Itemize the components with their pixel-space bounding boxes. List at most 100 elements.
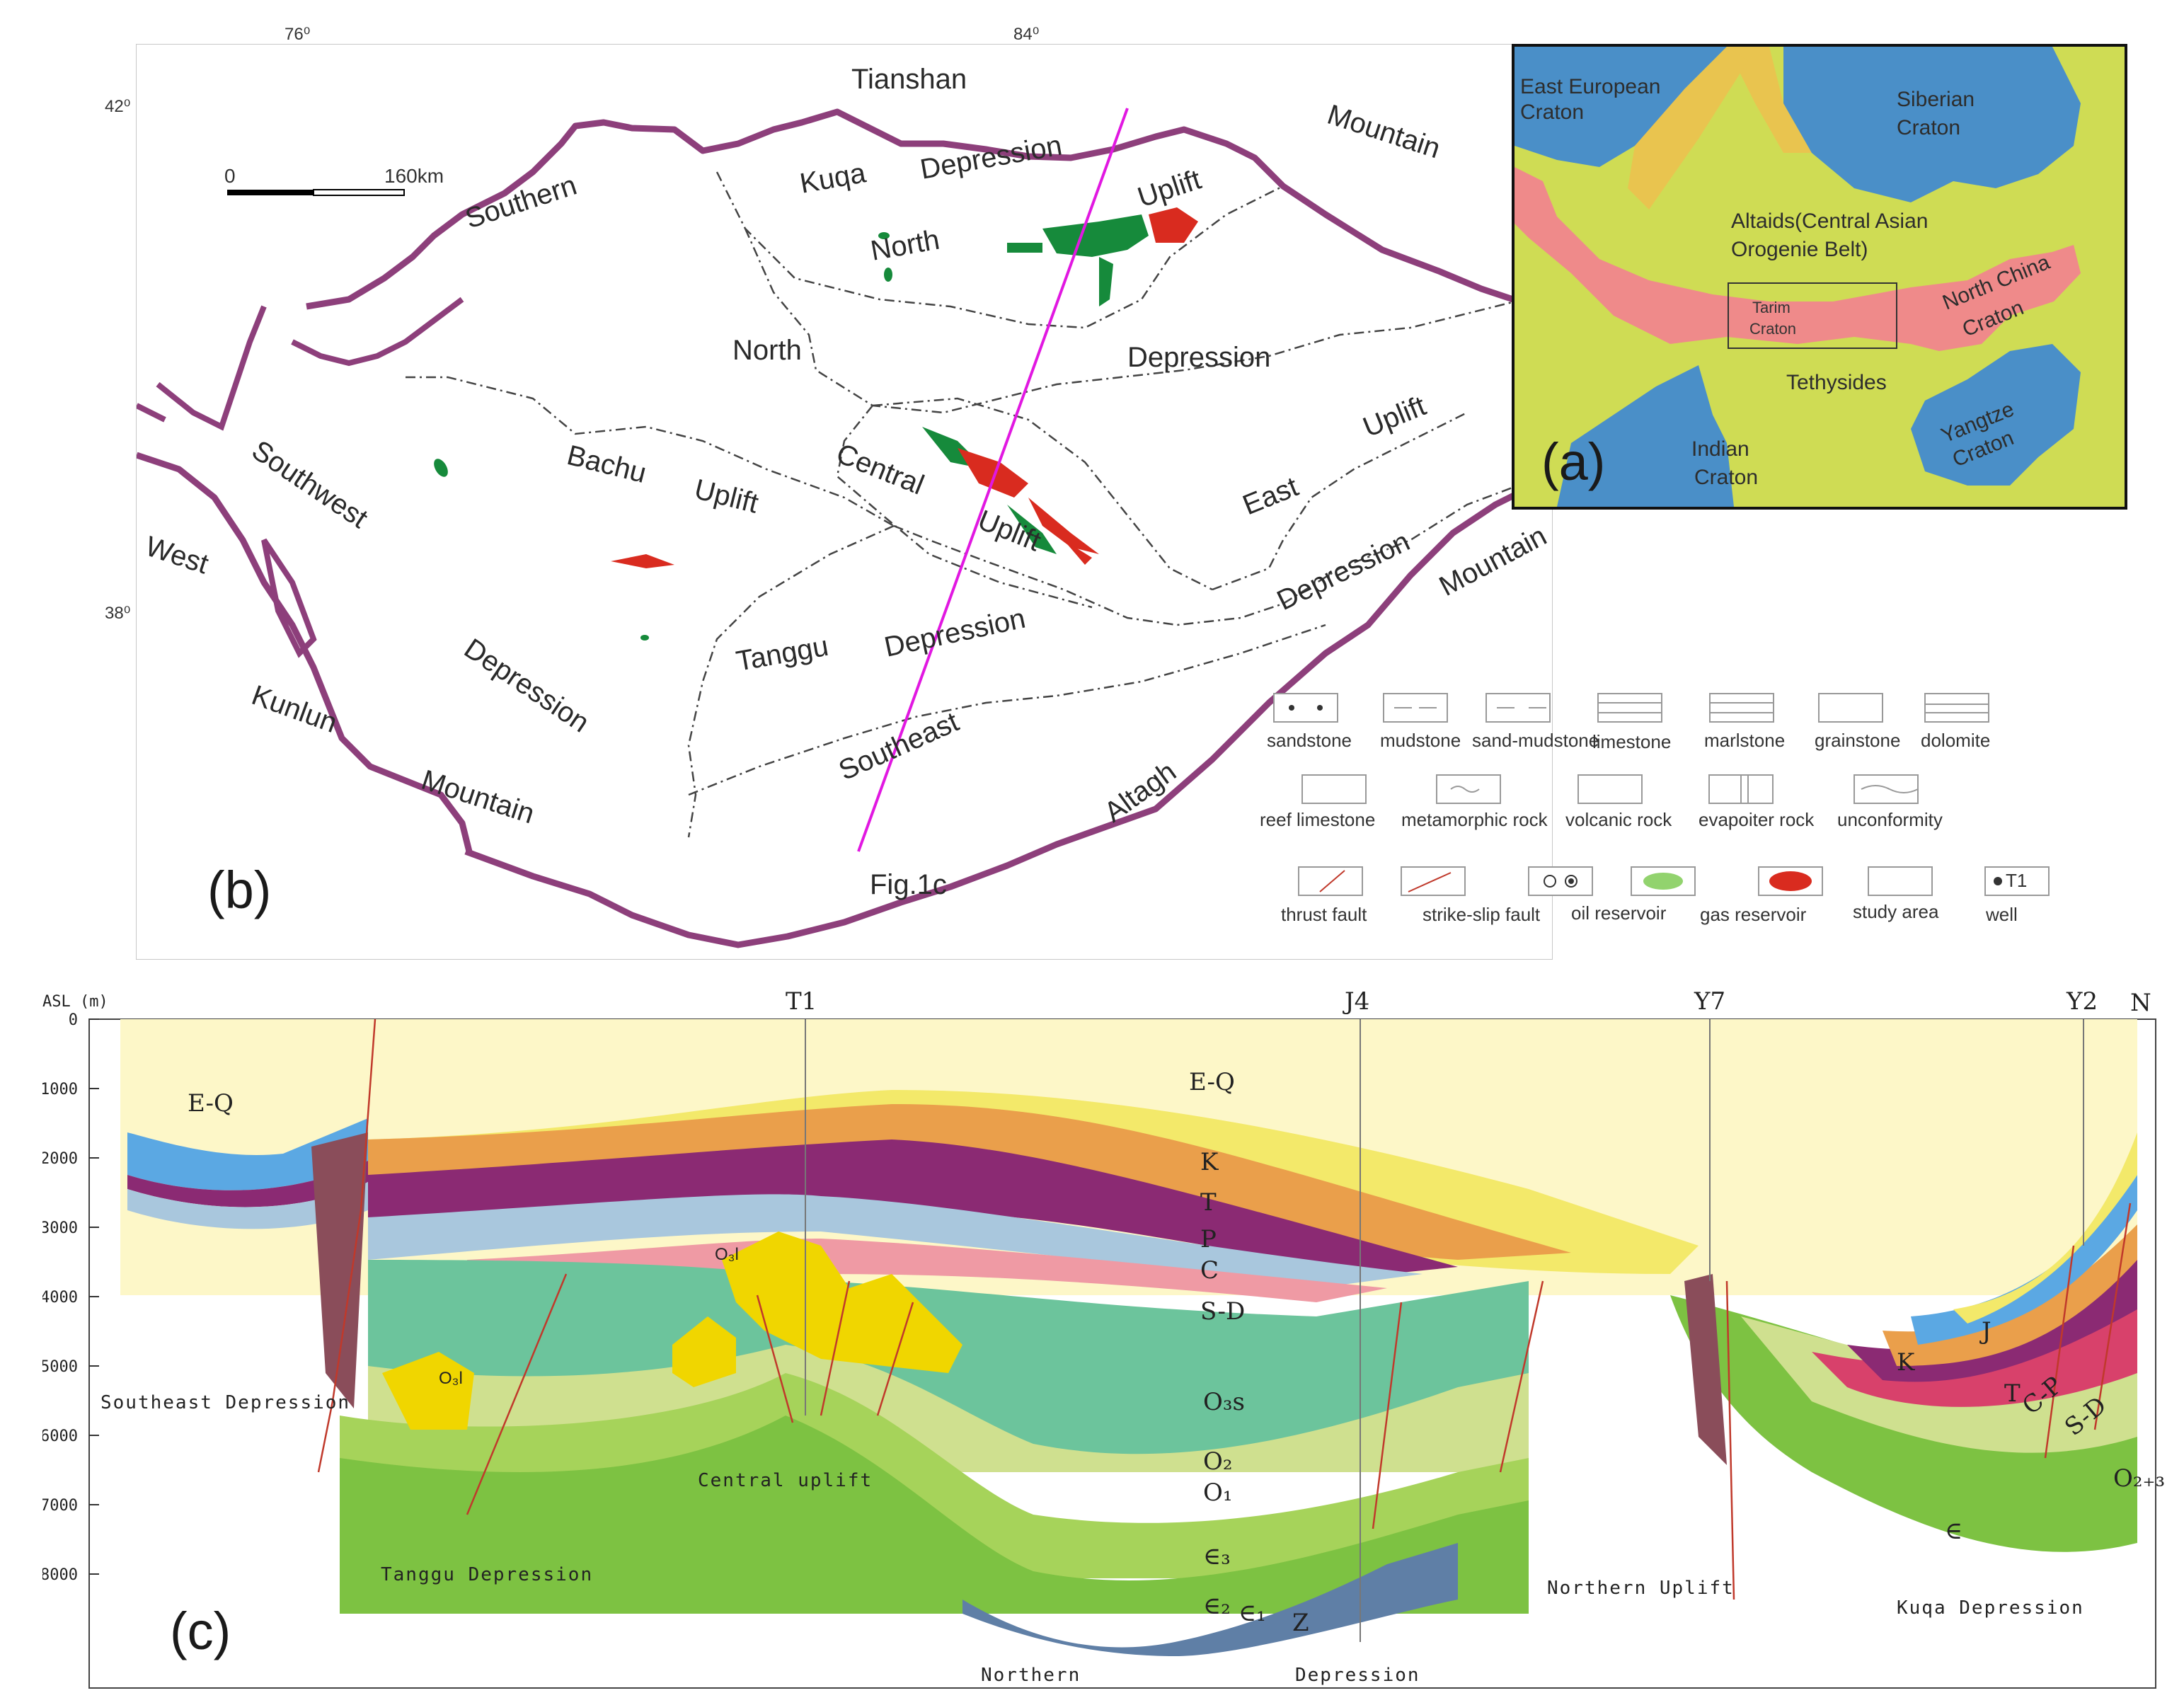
label-tanggu: Tanggu [734, 631, 831, 677]
unit-o3s: O₃s [1203, 1388, 1245, 1416]
depth-6000: -6000 [42, 1428, 78, 1445]
inner-ridge [135, 297, 464, 431]
unit-k: K [1200, 1148, 1219, 1176]
gas-reservoir-symbol [1769, 871, 1812, 891]
west-spur [261, 538, 317, 658]
region-southeast: Southeast Depression [100, 1392, 350, 1413]
geological-cross-section: ASL (m) 0 -1000 -2000 -3000 -4000 -5000 … [31, 977, 2166, 1692]
region-tanggu: Tanggu Depression [381, 1564, 593, 1585]
profile-line [857, 108, 1129, 852]
label-depression-north: Depression [1127, 342, 1270, 373]
label-southeast: Southeast [834, 706, 963, 786]
region-central: Central uplift [698, 1470, 873, 1491]
label-north-dep: North [732, 335, 802, 366]
label-depression-tanggu: Depression [882, 603, 1028, 663]
tectonic-inset-map: East European Craton Siberian Craton Alt… [1512, 44, 2127, 510]
depth-3000: -3000 [42, 1219, 78, 1237]
label-depression-east: Depression [1272, 526, 1415, 616]
lithology-legend: sandstone mudstone sand-mudstone limesto… [1260, 690, 2052, 945]
label-east: East [1238, 471, 1303, 522]
unit-e-right: ∈ [1945, 1517, 1962, 1545]
north-arrow: N [2130, 989, 2151, 1017]
coord-lon-84: 84⁰ [1013, 25, 1040, 44]
legend-marlstone: marlstone [1704, 730, 1786, 751]
legend-unconformity: unconformity [1837, 809, 1943, 830]
label-depression-sw: Depression [459, 633, 594, 739]
inset-tethysides: Tethysides [1786, 371, 1887, 394]
basin-boundary-west [135, 452, 473, 853]
region-depression: Depression [1295, 1665, 1420, 1686]
unit-o2: O₂ [1203, 1447, 1233, 1476]
unit-z: Z [1292, 1609, 1309, 1637]
legend-limestone: limestone [1592, 731, 1672, 752]
legend-oil-reservoir: oil reservoir [1571, 902, 1667, 924]
oil-fields [434, 214, 1149, 641]
depth-2000: -2000 [42, 1150, 78, 1168]
label-central: Central [832, 438, 929, 501]
inset-altaids-2: Orogenie Belt) [1731, 238, 1868, 261]
inset-indian-2: Craton [1694, 466, 1758, 489]
unit-eq: E-Q [1189, 1068, 1235, 1096]
inset-siberian-1: Siberian [1897, 88, 1975, 111]
depth-5000: -5000 [42, 1358, 78, 1376]
unit-c: C [1200, 1256, 1219, 1285]
well-t1: T1 [786, 987, 817, 1016]
legend-thrust-fault: thrust fault [1281, 904, 1367, 925]
unit-o3l-b: O₃l [439, 1369, 463, 1388]
basin-boundary [464, 473, 1554, 948]
legend-sandstone: sandstone [1267, 730, 1352, 751]
depth-0: 0 [69, 1011, 78, 1029]
label-kunlun: Kunlun [248, 679, 341, 739]
scale-end: 160km [384, 165, 444, 187]
faults [317, 1018, 2132, 1600]
unit-e3: ∈₃ [1203, 1542, 1231, 1571]
label-uplift-central: Uplift [974, 505, 1045, 558]
label-kuqa: Kuqa [798, 157, 868, 200]
map-svg: Fig.1c 0 160km 76⁰ Tianshan Mountain Sou… [135, 17, 1554, 948]
basin-boundary-north [306, 108, 1553, 317]
gas-fields [611, 207, 1198, 568]
label-mountain-s: Mountain [418, 764, 538, 830]
unit-o23-right: O₂₊₃ [2113, 1464, 2165, 1493]
label-uplift-bachu: Uplift [691, 473, 761, 519]
well-y2: Y2 [2066, 987, 2098, 1016]
region-northern: Northern [981, 1665, 1081, 1686]
unit-e2: ∈₂ [1203, 1592, 1231, 1620]
legend-grainstone: grainstone [1815, 730, 1901, 751]
label-uplift-east: Uplift [1359, 390, 1430, 443]
legend-mudstone: mudstone [1380, 730, 1461, 751]
depth-1000: -1000 [42, 1081, 78, 1098]
legend-metamorphic-rock: metamorphic rock [1401, 809, 1548, 830]
scale-start: 0 [224, 165, 236, 187]
legend-gas-reservoir: gas reservoir [1700, 904, 1807, 925]
inset-indian-1: Indian [1691, 437, 1749, 461]
tectonic-boundaries [406, 171, 1524, 838]
inset-svg: East European Craton Siberian Craton Alt… [1515, 47, 2125, 507]
label-mountain-ne: Mountain [1323, 99, 1444, 165]
label-north-uplift: North [868, 224, 942, 267]
unit-e1: ∈₁ [1238, 1599, 1266, 1627]
unit-o3l-a: O₃l [715, 1245, 739, 1264]
legend-study-area: study area [1853, 901, 1939, 922]
inset-altaids-1: Altaids(Central Asian [1731, 209, 1928, 233]
panel-label-b: (b) [207, 861, 271, 919]
oil-reservoir-symbol [1643, 873, 1683, 890]
legend-evaporite-rock: evapoiter rock [1699, 809, 1815, 830]
axis-title: ASL (m) [42, 993, 108, 1011]
well-y7: Y7 [1694, 987, 1725, 1016]
legend-dolomite: dolomite [1921, 730, 1991, 751]
label-uplift-north: Uplift [1134, 164, 1205, 214]
unit-t: T [1200, 1188, 1217, 1217]
unit-j-right: J [1979, 1317, 1992, 1345]
coord-lat-38: 38⁰ [105, 604, 131, 623]
unit-eq-left: E-Q [188, 1089, 234, 1118]
well-j4: J4 [1343, 987, 1369, 1016]
study-area-box [1728, 282, 1897, 349]
legend-svg [1273, 693, 2050, 896]
profile-label: Fig.1c [870, 869, 947, 900]
legend-labels: sandstone mudstone sand-mudstone limesto… [1260, 690, 2052, 945]
label-tianshan: Tianshan [851, 64, 967, 95]
unit-o1: O₁ [1203, 1479, 1233, 1507]
inset-siberian-2: Craton [1897, 116, 1960, 139]
scale-bar: 0 160km [224, 165, 444, 196]
